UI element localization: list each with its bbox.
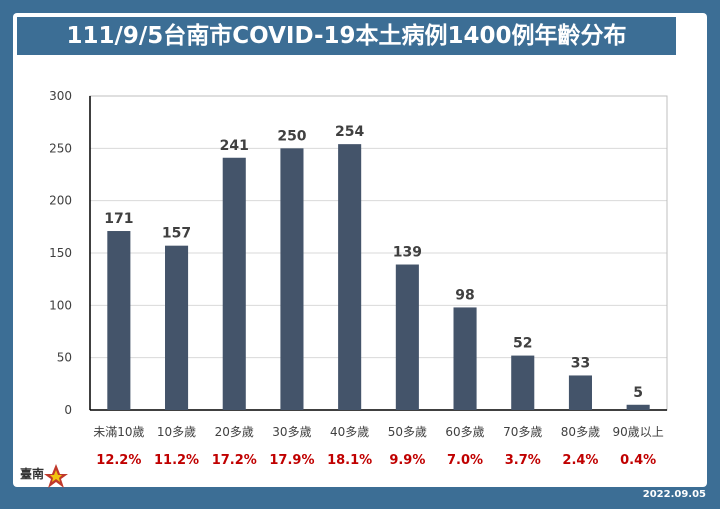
percent-label: 17.9% — [269, 453, 314, 468]
bar-4 — [338, 144, 362, 410]
bar-2 — [222, 157, 246, 410]
chart-title: 111/9/5台南市COVID-19本土病例1400例年齡分布 — [17, 17, 676, 55]
y-tick-label: 150 — [49, 246, 72, 260]
bar-6 — [453, 307, 477, 410]
data-label: 98 — [455, 287, 474, 303]
data-label: 52 — [513, 336, 532, 352]
tainan-city-logo-icon: 臺南 — [20, 464, 68, 488]
data-label: 5 — [633, 385, 643, 401]
y-tick-label: 100 — [49, 298, 72, 312]
x-tick-label: 70多歲 — [503, 425, 542, 439]
percent-label: 3.7% — [505, 453, 541, 468]
percent-label: 0.4% — [620, 453, 656, 468]
y-tick-label: 250 — [49, 141, 72, 155]
logo-text: 臺南 — [20, 466, 44, 481]
y-tick-label: 300 — [49, 89, 72, 103]
x-tick-label: 80多歲 — [561, 425, 600, 439]
data-label: 250 — [277, 128, 306, 144]
bar-1 — [165, 245, 189, 410]
bar-0 — [107, 231, 131, 410]
x-tick-label: 90歲以上 — [613, 425, 664, 439]
percent-label: 17.2% — [212, 453, 257, 468]
x-tick-label: 60多歲 — [445, 425, 484, 439]
data-label: 157 — [162, 226, 191, 242]
x-tick-label: 30多歲 — [272, 425, 311, 439]
bar-7 — [511, 355, 535, 410]
x-tick-label: 未滿10歲 — [93, 425, 144, 439]
date-stamp: 2022.09.05 — [642, 489, 706, 500]
bar-8 — [568, 375, 592, 410]
x-tick-label: 40多歲 — [330, 425, 369, 439]
x-tick-label: 10多歲 — [157, 425, 196, 439]
y-tick-label: 200 — [49, 194, 72, 208]
data-label: 241 — [220, 138, 249, 154]
percent-label: 12.2% — [96, 453, 141, 468]
percent-label: 9.9% — [389, 453, 425, 468]
y-tick-label: 0 — [64, 403, 72, 417]
data-label: 171 — [104, 211, 133, 227]
percent-label: 7.0% — [447, 453, 483, 468]
data-label: 139 — [393, 245, 422, 261]
percent-label: 2.4% — [562, 453, 598, 468]
data-label: 254 — [335, 124, 364, 140]
percent-label: 11.2% — [154, 453, 199, 468]
bar-3 — [280, 148, 304, 411]
y-tick-label: 50 — [57, 351, 72, 365]
percent-label: 18.1% — [327, 453, 372, 468]
data-label: 33 — [571, 355, 590, 371]
x-tick-label: 50多歲 — [388, 425, 427, 439]
x-tick-label: 20多歲 — [215, 425, 254, 439]
bar-9 — [626, 404, 650, 410]
bar-5 — [395, 264, 419, 410]
